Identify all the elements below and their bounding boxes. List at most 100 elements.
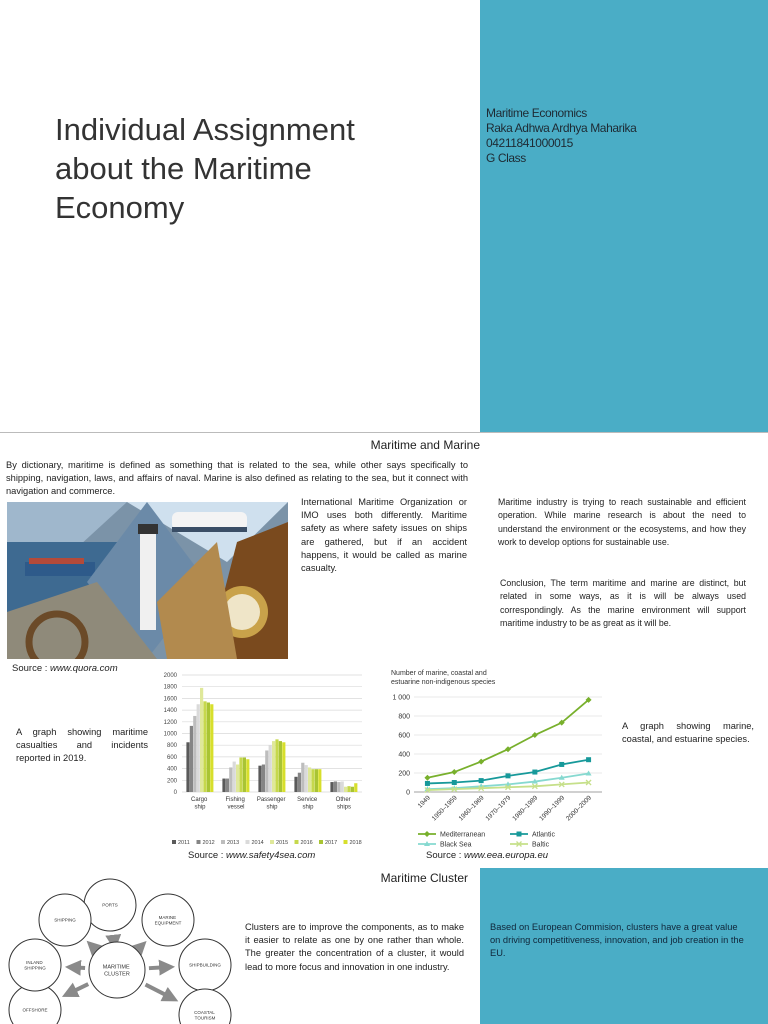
legend-label: 2018	[350, 840, 362, 846]
source-url: www.eea.europa.eu	[464, 850, 549, 861]
bar	[344, 786, 348, 792]
caption: A graph showing maritime casualties and …	[16, 727, 148, 764]
legend-label: 2013	[227, 840, 239, 846]
legend-label: 2015	[276, 840, 288, 846]
marker	[478, 785, 485, 792]
source-label: Source :	[12, 663, 48, 674]
y-tick-label: 200	[167, 778, 178, 784]
bar	[203, 701, 207, 792]
node-circle	[38, 893, 92, 947]
legend-label: 2017	[325, 840, 337, 846]
marker	[585, 770, 592, 776]
marker	[424, 841, 430, 846]
legend-swatch	[270, 840, 274, 844]
legend-swatch	[343, 840, 348, 844]
bar	[294, 776, 298, 792]
legend-label: 2012	[203, 840, 215, 846]
x-tick-label: 2000–2009	[565, 794, 593, 822]
marker	[505, 746, 511, 753]
legend-label: Atlantic	[532, 832, 555, 839]
caption: A graph showing marine, coastal, and est…	[622, 721, 754, 745]
bar	[265, 750, 269, 792]
marker	[478, 778, 484, 784]
arrow	[86, 940, 104, 958]
bar	[225, 778, 229, 792]
node-label: OFFSHORE	[22, 1008, 47, 1013]
bar	[186, 742, 190, 792]
marker	[451, 769, 458, 776]
node-circle	[8, 938, 62, 992]
bar	[318, 769, 322, 792]
y-tick-label: 2000	[164, 673, 178, 679]
bar	[196, 704, 200, 792]
bar	[278, 741, 282, 792]
bar	[242, 757, 246, 792]
slide3-panel	[480, 868, 768, 1024]
bar	[200, 687, 204, 792]
x-tick-label: Other ships	[336, 797, 353, 811]
heading: Maritime Cluster	[380, 871, 468, 885]
y-tick-label: 400	[167, 767, 178, 773]
bar	[246, 759, 250, 792]
bar	[347, 786, 351, 792]
arrow	[148, 959, 176, 976]
bar	[272, 741, 276, 792]
x-tick-label: Service ship	[297, 797, 319, 811]
bar	[333, 781, 337, 792]
x-tick-label: 1980–1989	[511, 794, 539, 822]
bar	[189, 725, 193, 792]
node-label: MARINE EQUIPMENT	[155, 915, 182, 926]
source: Source : www.eea.europa.eu	[426, 850, 548, 861]
marker	[558, 774, 565, 780]
paragraph: By dictionary, maritime is defined as so…	[6, 460, 468, 497]
bar	[232, 761, 236, 792]
bar	[301, 762, 305, 792]
info-line: 04211841000015	[486, 136, 573, 150]
marker	[558, 719, 565, 726]
x-tick-label: Cargo ship	[191, 797, 209, 811]
marker	[451, 786, 458, 793]
series-line	[427, 699, 590, 779]
node-label: COASTAL TOURISM	[194, 1010, 216, 1021]
legend-label: 2016	[301, 840, 313, 846]
node-label: SHIPBUILDING	[189, 963, 221, 968]
node-label: SHIPPING	[54, 918, 76, 923]
bar	[311, 769, 315, 792]
y-tick-label: 600	[167, 755, 178, 761]
node-circle	[141, 893, 195, 947]
bar	[206, 702, 210, 792]
y-tick-label: 1600	[164, 696, 178, 702]
heading: Maritime and Marine	[370, 438, 480, 452]
info: Maritime Economics Raka Adhwa Ardhya Mah…	[486, 106, 637, 166]
bar-chart: 0 200 400 600 800 1000 1200 1400 1600 1800 2000 Car…	[164, 673, 362, 846]
divider	[0, 432, 768, 433]
marker	[424, 787, 431, 794]
y-tick-label: 1000	[164, 732, 178, 738]
chart-title: Number of marine, coastal and	[391, 670, 487, 677]
paragraph: Clusters are to improve the components, …	[245, 922, 464, 972]
x-tick-label: 1970–1979	[484, 794, 512, 822]
cluster-diagram: MARITIME CLUSTER PORTS MARINE EQUIPMENT SHI…	[8, 878, 232, 1024]
y-tick-label: 1 000	[392, 695, 410, 702]
bar	[330, 782, 334, 792]
bar	[222, 778, 226, 792]
x-tick-label: 1949	[417, 794, 432, 809]
marker	[424, 774, 431, 781]
y-tick-label: 200	[398, 771, 410, 778]
bar	[282, 742, 286, 792]
y-tick-label: 1800	[164, 685, 178, 691]
bar	[210, 704, 214, 792]
source-label: Source :	[426, 850, 462, 861]
paragraph: Based on European Commision, clusters ha…	[490, 922, 744, 959]
marker	[586, 757, 592, 763]
bar	[340, 781, 344, 792]
slide1-panel	[480, 0, 768, 432]
bar	[258, 765, 262, 792]
marker	[424, 780, 430, 786]
paragraph: Maritime industry is trying to reach sus…	[498, 497, 746, 547]
bar	[314, 769, 318, 792]
legend-label: Baltic	[532, 842, 550, 849]
legend-swatch	[172, 840, 176, 844]
legend-swatch	[196, 840, 201, 844]
bar	[268, 745, 272, 792]
